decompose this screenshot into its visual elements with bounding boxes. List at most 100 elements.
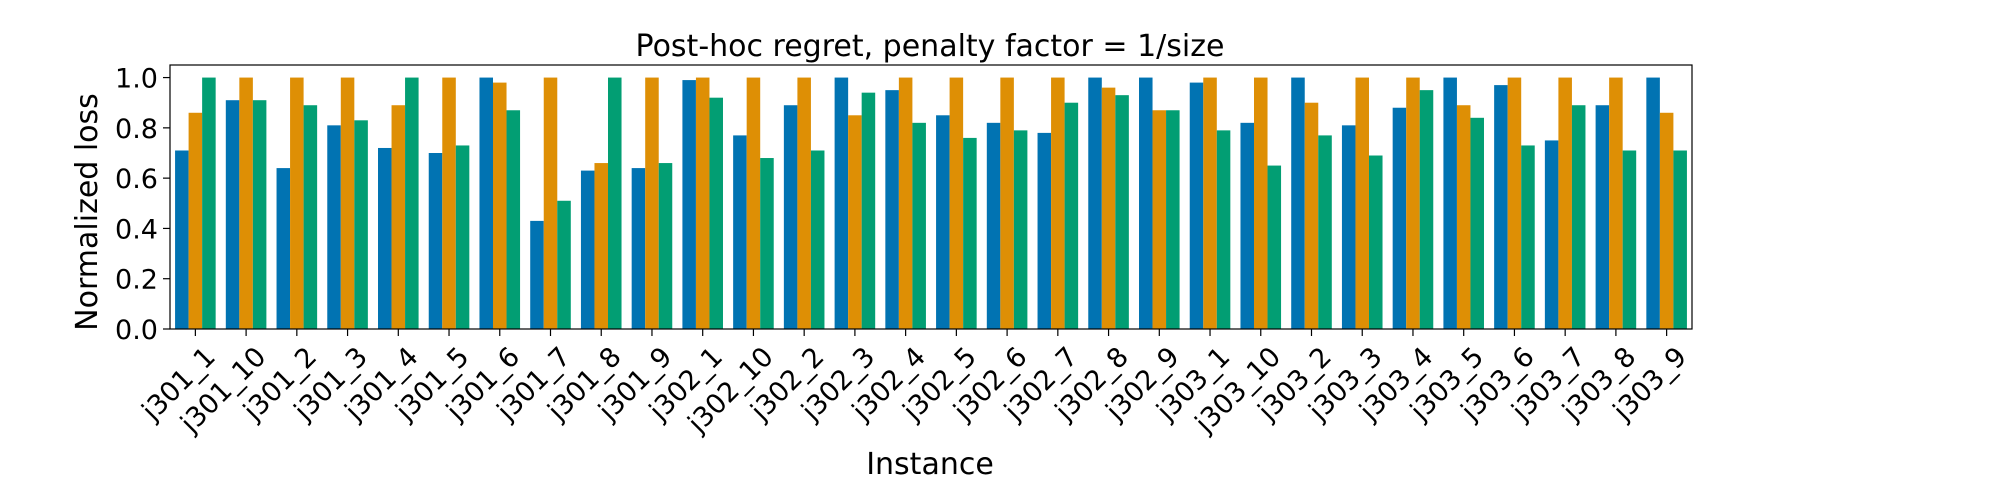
bar-j302_4-series-3 [912,122,926,329]
bar-j301_4-series-1 [378,147,392,329]
bar-j303_7-series-2 [1558,77,1572,329]
bar-j303_1-series-1 [1189,82,1204,329]
bar-j301_10-series-2 [239,77,253,329]
bar-j303_9-series-1 [1646,77,1660,329]
bar-j302_2-series-3 [810,150,825,329]
bar-j301_5-series-2 [442,77,456,329]
bar-j301_6-series-2 [493,82,507,329]
bar-j301_10-series-3 [252,100,267,329]
bar-j302_3-series-3 [861,92,876,329]
bar-j302_4-series-1 [885,90,899,329]
bar-j301_9-series-1 [631,168,646,329]
bar-j301_4-series-3 [405,77,419,329]
bar-j301_9-series-3 [658,163,673,329]
bar-j303_3-series-3 [1369,155,1383,329]
y-tick-label: 0.0 [115,315,158,346]
bar-j301_3-series-3 [354,120,368,329]
bar-j302_8-series-1 [1088,77,1102,329]
bar-j303_4-series-1 [1392,107,1407,330]
bar-j301_1-series-1 [175,150,189,329]
bars-layer [175,77,1687,330]
bar-j303_10-series-2 [1254,77,1268,329]
bar-j301_5-series-1 [428,153,443,329]
bar-j303_7-series-1 [1544,140,1559,329]
bar-j303_7-series-3 [1571,105,1586,329]
bar-j302_3-series-1 [834,77,849,329]
bar-j302_7-series-3 [1064,102,1079,330]
bar-j302_10-series-1 [733,135,747,329]
bar-j303_2-series-2 [1304,102,1319,330]
bar-j303_6-series-2 [1507,77,1522,329]
y-tick-label: 0.6 [115,164,158,195]
bar-j303_6-series-3 [1521,145,1535,329]
bar-j301_8-series-3 [608,77,622,329]
bar-j301_2-series-2 [290,77,304,329]
bar-j301_6-series-3 [506,110,521,329]
bar-j303_8-series-1 [1595,105,1610,329]
bar-j302_8-series-3 [1115,95,1129,329]
bar-j302_6-series-2 [1000,77,1014,329]
bar-j303_8-series-2 [1609,77,1623,329]
bar-j301_7-series-1 [530,220,544,329]
bar-j301_2-series-1 [276,168,291,329]
bar-j301_7-series-2 [543,77,558,329]
y-tick-label: 0.4 [115,214,158,245]
bar-j301_8-series-2 [594,163,608,329]
bar-j303_4-series-3 [1419,90,1434,329]
bar-j301_6-series-1 [479,77,493,329]
bar-j301_5-series-3 [455,145,470,329]
x-axis: j301_1j301_10j301_2j301_3j301_4j301_5j30… [136,329,1693,440]
bar-j303_6-series-1 [1494,85,1508,329]
bar-j302_7-series-1 [1037,132,1052,329]
y-axis-title: Normalized loss [70,93,105,331]
bar-j302_5-series-1 [936,115,950,329]
bar-j302_5-series-2 [949,77,964,329]
bar-j302_1-series-1 [682,80,696,329]
bar-j303_5-series-3 [1470,117,1484,329]
bar-j301_3-series-2 [340,77,355,329]
bar-j301_1-series-2 [188,112,203,330]
bar-j303_9-series-3 [1673,150,1687,329]
bar-j303_5-series-2 [1456,105,1471,329]
bar-j301_2-series-3 [303,105,318,329]
bar-j303_2-series-1 [1291,77,1305,329]
bar-j301_10-series-1 [225,100,240,329]
plot-frame [169,64,1693,330]
bar-j301_8-series-1 [580,170,595,329]
bar-j302_7-series-2 [1051,77,1065,329]
bar-j303_3-series-1 [1341,125,1356,329]
bar-j303_10-series-3 [1267,165,1282,329]
bar-j303_1-series-2 [1203,77,1217,329]
bar-j303_4-series-2 [1406,77,1420,329]
bar-j302_2-series-2 [797,77,811,329]
bar-j303_9-series-2 [1659,112,1674,330]
bar-j303_8-series-3 [1622,150,1637,329]
bar-j301_4-series-2 [391,105,406,329]
y-tick-label: 1.0 [115,64,158,95]
x-axis-title: Instance [866,447,994,482]
bar-j302_5-series-3 [963,137,977,329]
bar-j301_1-series-3 [202,77,216,329]
bar-j302_6-series-3 [1013,130,1028,329]
bar-j301_7-series-3 [557,200,571,329]
bar-j302_2-series-1 [783,105,798,329]
bar-j302_6-series-1 [986,122,1001,329]
y-tick-label: 0.2 [115,265,158,296]
bar-j302_8-series-2 [1101,87,1116,329]
bar-j303_10-series-1 [1240,122,1254,329]
bar-j302_10-series-2 [746,77,761,329]
bar-j301_3-series-1 [327,125,341,329]
bar-j302_3-series-2 [848,115,862,329]
y-axis: 0.0 0.2 0.4 0.6 0.8 1.0 [115,64,170,346]
bar-j303_5-series-1 [1443,77,1457,329]
y-tick-label: 0.8 [115,114,158,145]
bar-j302_9-series-2 [1152,110,1167,329]
chart-title: Post-hoc regret, penalty factor = 1/size [636,29,1225,64]
bar-j302_1-series-3 [709,97,723,329]
bar-j302_1-series-2 [695,77,710,329]
bar-j302_4-series-2 [898,77,913,329]
bar-j302_9-series-3 [1166,110,1180,329]
bar-j303_1-series-3 [1216,130,1231,329]
